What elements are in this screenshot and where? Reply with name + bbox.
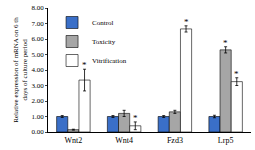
- svg-text:*: *: [184, 17, 189, 27]
- svg-text:7.00: 7.00: [31, 20, 44, 28]
- svg-text:Fzd3: Fzd3: [167, 136, 183, 145]
- svg-text:Control: Control: [92, 19, 113, 27]
- svg-text:Vitrification: Vitrification: [92, 57, 127, 65]
- svg-text:Wnt4: Wnt4: [115, 136, 133, 145]
- svg-text:Relative expression of mRNA on: Relative expression of mRNA on 6 thdays …: [12, 17, 29, 123]
- svg-text:3.00: 3.00: [31, 82, 44, 90]
- svg-text:2.00: 2.00: [31, 97, 44, 105]
- svg-text:5.00: 5.00: [31, 51, 44, 59]
- svg-text:Toxicity: Toxicity: [92, 38, 116, 46]
- svg-text:1.00: 1.00: [31, 113, 44, 121]
- svg-text:4.00: 4.00: [31, 66, 44, 74]
- svg-text:0.00: 0.00: [31, 128, 44, 136]
- svg-text:6.00: 6.00: [31, 35, 44, 43]
- svg-text:*: *: [223, 38, 228, 48]
- svg-text:*: *: [82, 60, 87, 70]
- svg-text:Wnt2: Wnt2: [64, 136, 82, 145]
- svg-text:*: *: [234, 69, 239, 79]
- svg-text:*: *: [133, 113, 138, 123]
- svg-text:8.00: 8.00: [31, 4, 44, 12]
- svg-text:Lrp5: Lrp5: [218, 136, 234, 145]
